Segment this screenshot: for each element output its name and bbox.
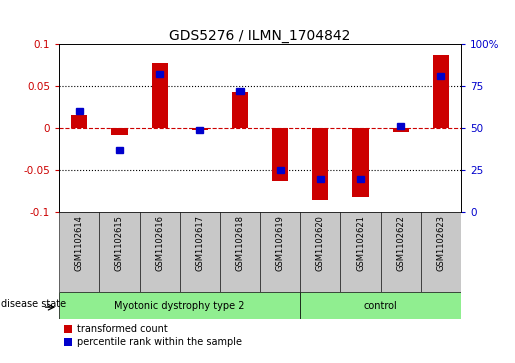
Bar bbox=[220, 212, 260, 292]
Text: GSM1102617: GSM1102617 bbox=[195, 215, 204, 271]
Bar bbox=[180, 212, 220, 292]
Text: GSM1102616: GSM1102616 bbox=[155, 215, 164, 271]
Bar bbox=[277, 167, 284, 173]
Text: GSM1102618: GSM1102618 bbox=[235, 215, 245, 271]
Bar bbox=[99, 212, 140, 292]
Text: GSM1102621: GSM1102621 bbox=[356, 215, 365, 271]
Text: GSM1102620: GSM1102620 bbox=[316, 215, 325, 271]
Title: GDS5276 / ILMN_1704842: GDS5276 / ILMN_1704842 bbox=[169, 29, 351, 42]
Bar bbox=[236, 88, 244, 94]
Bar bbox=[357, 176, 364, 182]
Bar bbox=[111, 128, 128, 135]
Bar bbox=[352, 128, 369, 197]
Bar bbox=[260, 212, 300, 292]
Text: GSM1102622: GSM1102622 bbox=[396, 215, 405, 271]
Bar bbox=[232, 92, 248, 128]
Bar bbox=[76, 108, 83, 114]
Text: GSM1102615: GSM1102615 bbox=[115, 215, 124, 271]
Bar bbox=[151, 63, 168, 128]
Bar bbox=[116, 147, 123, 153]
Bar bbox=[59, 212, 99, 292]
Bar bbox=[317, 176, 324, 182]
Bar bbox=[300, 212, 340, 292]
Text: Myotonic dystrophy type 2: Myotonic dystrophy type 2 bbox=[114, 301, 245, 311]
Legend: transformed count, percentile rank within the sample: transformed count, percentile rank withi… bbox=[64, 324, 242, 347]
Text: GSM1102614: GSM1102614 bbox=[75, 215, 84, 271]
Bar bbox=[59, 292, 300, 319]
Text: GSM1102619: GSM1102619 bbox=[276, 215, 285, 271]
Bar bbox=[392, 128, 409, 132]
Bar bbox=[312, 128, 329, 200]
Bar bbox=[71, 115, 88, 128]
Bar bbox=[433, 56, 449, 128]
Bar bbox=[300, 292, 461, 319]
Bar bbox=[196, 127, 203, 132]
Text: disease state: disease state bbox=[1, 299, 66, 310]
Bar bbox=[192, 128, 208, 130]
Bar bbox=[381, 212, 421, 292]
Bar bbox=[272, 128, 288, 181]
Bar bbox=[421, 212, 461, 292]
Bar bbox=[140, 212, 180, 292]
Bar bbox=[340, 212, 381, 292]
Bar bbox=[437, 73, 444, 78]
Text: GSM1102623: GSM1102623 bbox=[436, 215, 445, 271]
Text: control: control bbox=[364, 301, 398, 311]
Bar bbox=[397, 123, 404, 129]
Bar bbox=[156, 71, 163, 77]
